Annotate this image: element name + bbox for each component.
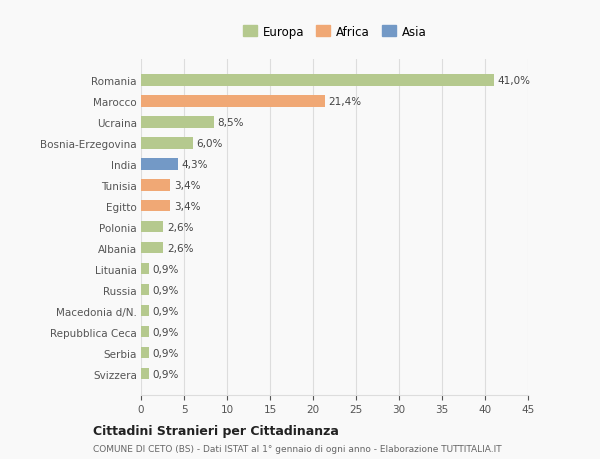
Bar bbox=[141, 347, 149, 358]
Bar bbox=[141, 179, 170, 191]
Bar bbox=[141, 326, 149, 338]
Text: 2,6%: 2,6% bbox=[167, 222, 193, 232]
Text: 0,9%: 0,9% bbox=[152, 285, 179, 295]
Text: Cittadini Stranieri per Cittadinanza: Cittadini Stranieri per Cittadinanza bbox=[93, 424, 339, 437]
Text: 0,9%: 0,9% bbox=[152, 327, 179, 337]
Text: 0,9%: 0,9% bbox=[152, 369, 179, 379]
Bar bbox=[141, 221, 163, 233]
Text: 21,4%: 21,4% bbox=[328, 96, 362, 106]
Text: 6,0%: 6,0% bbox=[196, 139, 223, 148]
Text: 8,5%: 8,5% bbox=[218, 118, 244, 128]
Bar bbox=[141, 96, 325, 107]
Bar bbox=[141, 159, 178, 170]
Text: 41,0%: 41,0% bbox=[497, 76, 530, 86]
Text: 3,4%: 3,4% bbox=[173, 180, 200, 190]
Text: COMUNE DI CETO (BS) - Dati ISTAT al 1° gennaio di ogni anno - Elaborazione TUTTI: COMUNE DI CETO (BS) - Dati ISTAT al 1° g… bbox=[93, 444, 502, 453]
Bar bbox=[141, 263, 149, 275]
Text: 0,9%: 0,9% bbox=[152, 306, 179, 316]
Text: 3,4%: 3,4% bbox=[173, 202, 200, 211]
Bar bbox=[141, 284, 149, 296]
Text: 2,6%: 2,6% bbox=[167, 243, 193, 253]
Bar bbox=[141, 117, 214, 128]
Text: 0,9%: 0,9% bbox=[152, 348, 179, 358]
Bar bbox=[141, 368, 149, 380]
Text: 0,9%: 0,9% bbox=[152, 264, 179, 274]
Bar bbox=[141, 75, 494, 86]
Bar bbox=[141, 242, 163, 254]
Text: 4,3%: 4,3% bbox=[181, 159, 208, 169]
Bar bbox=[141, 138, 193, 149]
Bar bbox=[141, 305, 149, 317]
Legend: Europa, Africa, Asia: Europa, Africa, Asia bbox=[239, 22, 430, 42]
Bar bbox=[141, 201, 170, 212]
